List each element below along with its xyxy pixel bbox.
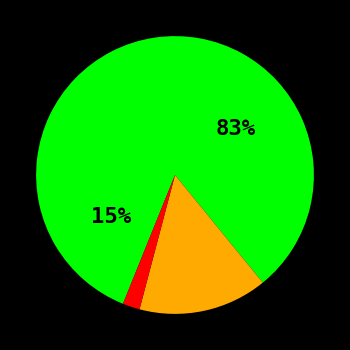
Wedge shape	[140, 175, 263, 314]
Text: 83%: 83%	[216, 119, 256, 139]
Wedge shape	[36, 36, 314, 304]
Text: 15%: 15%	[91, 208, 132, 228]
Wedge shape	[123, 175, 175, 309]
